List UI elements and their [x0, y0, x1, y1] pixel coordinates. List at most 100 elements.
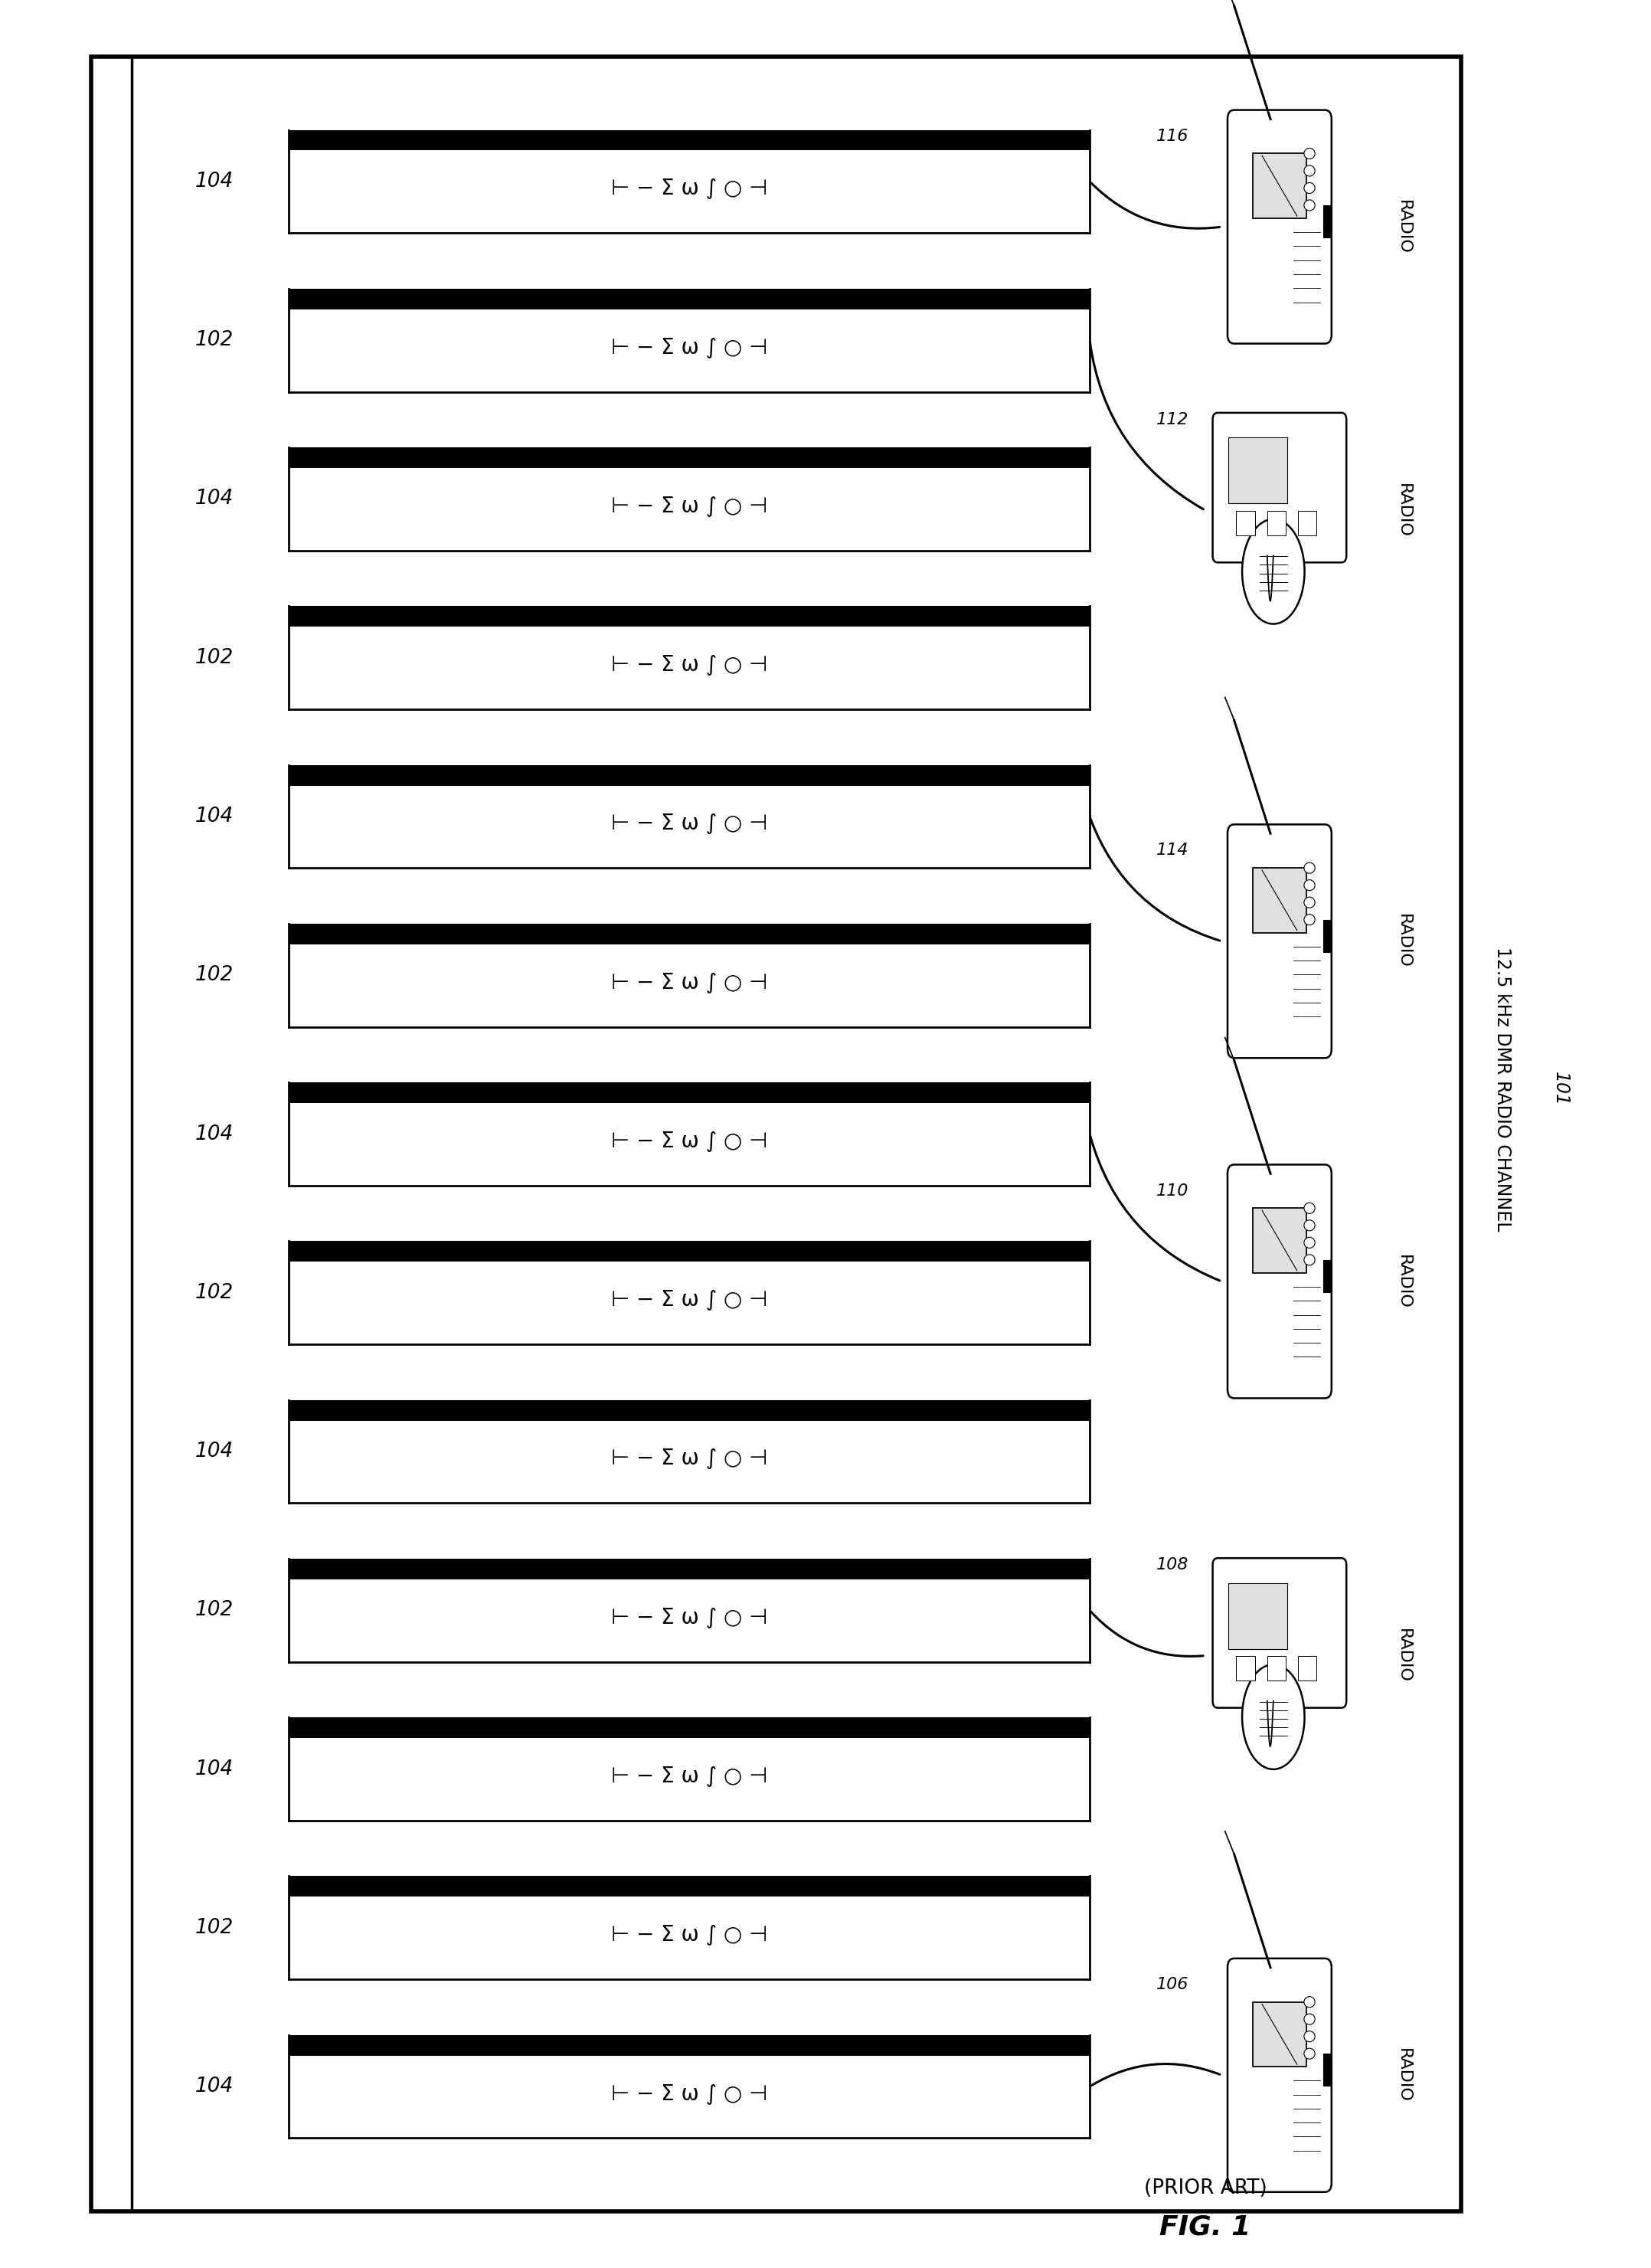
- Ellipse shape: [1242, 519, 1304, 624]
- Bar: [289, 447, 1090, 467]
- FancyBboxPatch shape: [289, 764, 1090, 869]
- FancyBboxPatch shape: [1212, 413, 1347, 562]
- Text: 102: 102: [195, 1284, 234, 1302]
- Text: 114: 114: [1156, 844, 1189, 857]
- Bar: [289, 1876, 1090, 1896]
- Text: 101: 101: [1550, 1070, 1570, 1107]
- Text: 104: 104: [195, 2077, 234, 2096]
- Text: ⊢ − Σ ω ∫ ○ ⊣: ⊢ − Σ ω ∫ ○ ⊣: [611, 494, 768, 517]
- Text: ⊢ − Σ ω ∫ ○ ⊣: ⊢ − Σ ω ∫ ○ ⊣: [611, 1447, 768, 1470]
- Text: (PRIOR ART): (PRIOR ART): [1144, 2180, 1266, 2198]
- Text: 104: 104: [195, 172, 234, 191]
- FancyBboxPatch shape: [289, 1082, 1090, 1186]
- Ellipse shape: [1304, 2032, 1314, 2041]
- Text: 104: 104: [195, 807, 234, 826]
- Bar: [289, 1241, 1090, 1261]
- Ellipse shape: [1304, 914, 1314, 925]
- Text: 110: 110: [1156, 1184, 1189, 1198]
- Ellipse shape: [1304, 862, 1314, 873]
- Text: 102: 102: [195, 331, 234, 349]
- Text: ⊢ − Σ ω ∫ ○ ⊣: ⊢ − Σ ω ∫ ○ ⊣: [611, 653, 768, 676]
- Bar: [1322, 921, 1331, 953]
- Bar: [1237, 1656, 1255, 1681]
- Ellipse shape: [1304, 898, 1314, 907]
- Text: FIG. 1: FIG. 1: [1159, 2214, 1251, 2241]
- Ellipse shape: [1304, 1254, 1314, 1266]
- Text: 104: 104: [195, 1442, 234, 1461]
- Text: 102: 102: [195, 1919, 234, 1937]
- Bar: [1322, 1259, 1331, 1293]
- Ellipse shape: [1304, 2014, 1314, 2025]
- Text: ⊢ − Σ ω ∫ ○ ⊣: ⊢ − Σ ω ∫ ○ ⊣: [611, 336, 768, 358]
- Ellipse shape: [1304, 184, 1314, 193]
- Text: 108: 108: [1156, 1558, 1189, 1572]
- Text: ⊢ − Σ ω ∫ ○ ⊣: ⊢ − Σ ω ∫ ○ ⊣: [611, 1288, 768, 1311]
- Text: ⊢ − Σ ω ∫ ○ ⊣: ⊢ − Σ ω ∫ ○ ⊣: [611, 1765, 768, 1787]
- Text: 102: 102: [195, 649, 234, 667]
- Text: 104: 104: [195, 1760, 234, 1778]
- FancyBboxPatch shape: [289, 447, 1090, 551]
- FancyBboxPatch shape: [289, 2034, 1090, 2139]
- FancyBboxPatch shape: [1228, 438, 1288, 503]
- Bar: [1298, 1656, 1317, 1681]
- FancyBboxPatch shape: [1253, 1209, 1306, 1272]
- FancyBboxPatch shape: [289, 1241, 1090, 1345]
- Text: 106: 106: [1156, 1978, 1189, 1991]
- Text: 116: 116: [1156, 129, 1189, 143]
- Bar: [289, 1558, 1090, 1579]
- Bar: [1322, 2055, 1331, 2087]
- Text: ⊢ − Σ ω ∫ ○ ⊣: ⊢ − Σ ω ∫ ○ ⊣: [611, 812, 768, 835]
- Ellipse shape: [1304, 147, 1314, 159]
- Text: ⊢ − Σ ω ∫ ○ ⊣: ⊢ − Σ ω ∫ ○ ⊣: [611, 1606, 768, 1628]
- Ellipse shape: [1304, 1996, 1314, 2007]
- FancyBboxPatch shape: [289, 129, 1090, 234]
- FancyBboxPatch shape: [289, 1717, 1090, 1821]
- Text: RADIO: RADIO: [1395, 200, 1412, 254]
- FancyBboxPatch shape: [289, 606, 1090, 710]
- Bar: [1322, 204, 1331, 238]
- Bar: [289, 764, 1090, 785]
- Bar: [1268, 1656, 1286, 1681]
- Ellipse shape: [1304, 880, 1314, 891]
- Text: 12.5 kHz DMR RADIO CHANNEL: 12.5 kHz DMR RADIO CHANNEL: [1493, 946, 1512, 1232]
- Bar: [289, 1717, 1090, 1737]
- FancyBboxPatch shape: [289, 1558, 1090, 1662]
- Text: 102: 102: [195, 1601, 234, 1619]
- FancyBboxPatch shape: [289, 923, 1090, 1027]
- Text: RADIO: RADIO: [1395, 1254, 1412, 1309]
- Ellipse shape: [1304, 200, 1314, 211]
- Text: ⊢ − Σ ω ∫ ○ ⊣: ⊢ − Σ ω ∫ ○ ⊣: [611, 1923, 768, 1946]
- FancyBboxPatch shape: [1228, 1163, 1331, 1397]
- Bar: [289, 288, 1090, 308]
- Text: ⊢ − Σ ω ∫ ○ ⊣: ⊢ − Σ ω ∫ ○ ⊣: [611, 177, 768, 200]
- FancyBboxPatch shape: [1253, 154, 1306, 218]
- Bar: [91, 57, 1461, 2211]
- Text: 104: 104: [195, 1125, 234, 1143]
- Ellipse shape: [1304, 166, 1314, 177]
- Text: RADIO: RADIO: [1395, 483, 1412, 538]
- Text: ⊢ − Σ ω ∫ ○ ⊣: ⊢ − Σ ω ∫ ○ ⊣: [611, 971, 768, 993]
- Text: 104: 104: [195, 490, 234, 508]
- FancyBboxPatch shape: [1212, 1558, 1347, 1708]
- Text: 112: 112: [1156, 413, 1189, 426]
- Ellipse shape: [1304, 2048, 1314, 2059]
- FancyBboxPatch shape: [289, 1399, 1090, 1504]
- Bar: [289, 129, 1090, 150]
- Bar: [289, 923, 1090, 943]
- Ellipse shape: [1304, 1202, 1314, 1213]
- Text: ⊢ − Σ ω ∫ ○ ⊣: ⊢ − Σ ω ∫ ○ ⊣: [611, 1129, 768, 1152]
- Bar: [289, 606, 1090, 626]
- FancyBboxPatch shape: [1228, 1957, 1331, 2191]
- FancyBboxPatch shape: [1228, 826, 1331, 1057]
- Ellipse shape: [1242, 1665, 1304, 1769]
- FancyBboxPatch shape: [1228, 1583, 1288, 1649]
- Text: ⊢ − Σ ω ∫ ○ ⊣: ⊢ − Σ ω ∫ ○ ⊣: [611, 2082, 768, 2105]
- Text: 102: 102: [195, 966, 234, 984]
- Text: RADIO: RADIO: [1395, 2048, 1412, 2102]
- FancyBboxPatch shape: [1253, 2003, 1306, 2066]
- Bar: [1298, 510, 1317, 535]
- Bar: [1268, 510, 1286, 535]
- Bar: [1237, 510, 1255, 535]
- Text: RADIO: RADIO: [1395, 914, 1412, 968]
- FancyBboxPatch shape: [1253, 869, 1306, 932]
